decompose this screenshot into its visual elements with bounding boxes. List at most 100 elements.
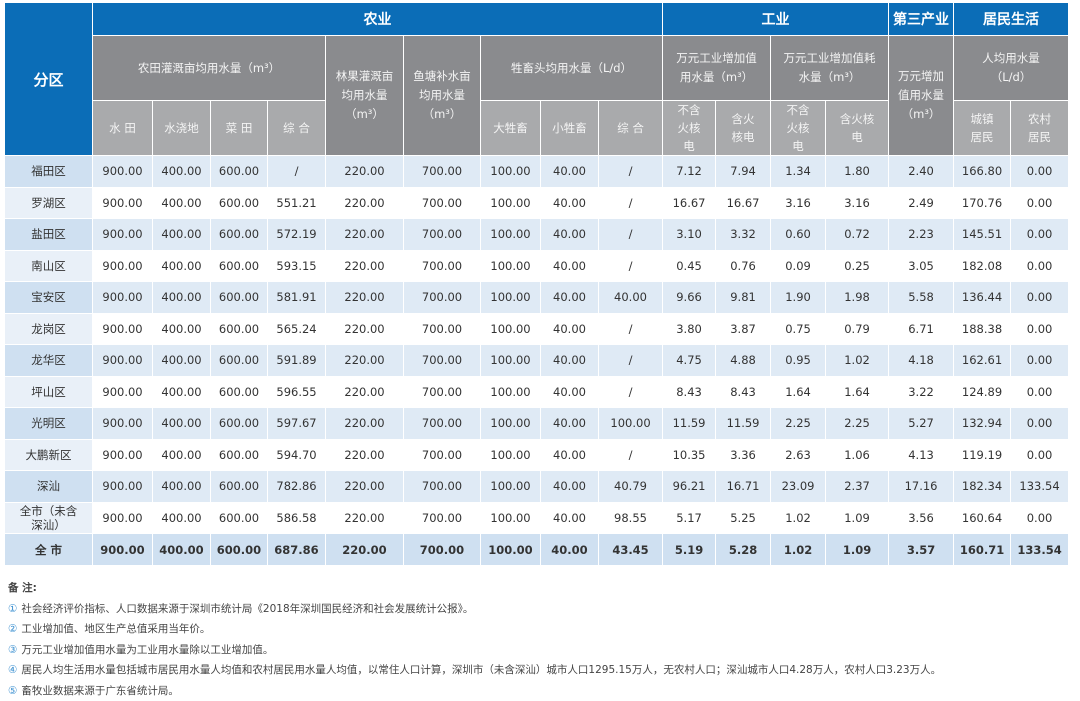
cell-value: 1.02 bbox=[771, 534, 826, 566]
tertiary-header: 第三产业 bbox=[889, 3, 954, 36]
notes-title: 备 注: bbox=[8, 578, 941, 599]
cell-value: 100.00 bbox=[481, 471, 541, 503]
cell-value: 900.00 bbox=[93, 219, 153, 251]
cell-value: 220.00 bbox=[326, 408, 404, 440]
cell-value: 700.00 bbox=[404, 156, 481, 188]
column-header: 农村居民 bbox=[1011, 101, 1069, 156]
cell-value: 100.00 bbox=[481, 250, 541, 282]
cell-value: 3.36 bbox=[716, 439, 771, 471]
cell-value: 170.76 bbox=[954, 187, 1011, 219]
cell-value: 900.00 bbox=[93, 156, 153, 188]
cell-value: 220.00 bbox=[326, 187, 404, 219]
cell-value: 220.00 bbox=[326, 471, 404, 503]
cell-value: 900.00 bbox=[93, 502, 153, 534]
cell-value: 600.00 bbox=[211, 219, 268, 251]
cell-value: 0.00 bbox=[1011, 408, 1069, 440]
cell-value: 565.24 bbox=[268, 313, 326, 345]
note-number: ⑤ bbox=[8, 685, 17, 697]
cell-value: 8.43 bbox=[716, 376, 771, 408]
cell-value: 40.00 bbox=[541, 250, 599, 282]
note-number: ② bbox=[8, 623, 17, 635]
cell-value: 5.25 bbox=[716, 502, 771, 534]
cell-value: 900.00 bbox=[93, 439, 153, 471]
fishpond-header: 鱼塘补水亩均用水量（m³） bbox=[404, 36, 481, 156]
column-header: 综 合 bbox=[268, 101, 326, 156]
cell-value: 100.00 bbox=[481, 313, 541, 345]
cell-value: 100.00 bbox=[481, 282, 541, 314]
column-header: 不含火核电 bbox=[663, 101, 716, 156]
orchard-header: 林果灌溉亩均用水量（m³） bbox=[326, 36, 404, 156]
cell-value: 3.32 bbox=[716, 219, 771, 251]
cell-value: 581.91 bbox=[268, 282, 326, 314]
cell-value: 0.00 bbox=[1011, 376, 1069, 408]
cell-value: 11.59 bbox=[716, 408, 771, 440]
cell-value: 600.00 bbox=[211, 156, 268, 188]
cell-value: 591.89 bbox=[268, 345, 326, 377]
district-name: 南山区 bbox=[5, 250, 93, 282]
cell-value: 700.00 bbox=[404, 219, 481, 251]
column-header: 水浇地 bbox=[153, 101, 211, 156]
cell-value: 400.00 bbox=[153, 282, 211, 314]
cell-value: 40.00 bbox=[599, 282, 663, 314]
cell-value: 100.00 bbox=[481, 345, 541, 377]
cell-value: 700.00 bbox=[404, 313, 481, 345]
cell-value: 133.54 bbox=[1011, 471, 1069, 503]
cell-value: 23.09 bbox=[771, 471, 826, 503]
cell-value: 100.00 bbox=[599, 408, 663, 440]
cell-value: / bbox=[599, 250, 663, 282]
cell-value: 40.79 bbox=[599, 471, 663, 503]
cell-value: 0.95 bbox=[771, 345, 826, 377]
cell-value: 100.00 bbox=[481, 439, 541, 471]
district-name: 罗湖区 bbox=[5, 187, 93, 219]
cell-value: 0.79 bbox=[826, 313, 889, 345]
cell-value: 0.25 bbox=[826, 250, 889, 282]
cell-value: 572.19 bbox=[268, 219, 326, 251]
cell-value: 40.00 bbox=[541, 345, 599, 377]
cell-value: 3.16 bbox=[771, 187, 826, 219]
cell-value: 96.21 bbox=[663, 471, 716, 503]
note-text: 畜牧业数据来源于广东省统计局。 bbox=[21, 685, 179, 697]
cell-value: / bbox=[599, 345, 663, 377]
cell-value: 0.76 bbox=[716, 250, 771, 282]
cell-value: 3.56 bbox=[889, 502, 954, 534]
cell-value: 43.45 bbox=[599, 534, 663, 566]
cell-value: 400.00 bbox=[153, 408, 211, 440]
district-name: 坪山区 bbox=[5, 376, 93, 408]
cell-value: 220.00 bbox=[326, 219, 404, 251]
livestock-header: 牲畜头均用水量（L/d） bbox=[481, 36, 663, 101]
cell-value: 17.16 bbox=[889, 471, 954, 503]
note-item: ⑤ 畜牧业数据来源于广东省统计局。 bbox=[8, 681, 941, 701]
cell-value: 900.00 bbox=[93, 282, 153, 314]
cell-value: / bbox=[599, 187, 663, 219]
cell-value: 600.00 bbox=[211, 502, 268, 534]
district-name: 全 市 bbox=[5, 534, 93, 566]
cell-value: 1.64 bbox=[826, 376, 889, 408]
cell-value: 9.81 bbox=[716, 282, 771, 314]
note-text: 居民人均生活用水量包括城市居民用水量人均值和农村居民用水量人均值，以常住人口计算… bbox=[21, 664, 941, 676]
water-quota-table: 分区 农业 工业 第三产业 居民生活 农田灌溉亩均用水量（m³） 林果灌溉亩均用… bbox=[4, 2, 1069, 566]
cell-value: 1.80 bbox=[826, 156, 889, 188]
cell-value: 220.00 bbox=[326, 250, 404, 282]
column-header: 菜 田 bbox=[211, 101, 268, 156]
cell-value: 4.88 bbox=[716, 345, 771, 377]
cell-value: 600.00 bbox=[211, 282, 268, 314]
cell-value: 1.02 bbox=[771, 502, 826, 534]
cell-value: 220.00 bbox=[326, 439, 404, 471]
cell-value: 400.00 bbox=[153, 187, 211, 219]
cell-value: 600.00 bbox=[211, 376, 268, 408]
cell-value: 900.00 bbox=[93, 313, 153, 345]
cell-value: 900.00 bbox=[93, 471, 153, 503]
cell-value: 100.00 bbox=[481, 408, 541, 440]
cell-value: 2.49 bbox=[889, 187, 954, 219]
industry-use-header: 万元工业增加值用水量（m³） bbox=[663, 36, 771, 101]
cell-value: / bbox=[599, 376, 663, 408]
cell-value: 782.86 bbox=[268, 471, 326, 503]
